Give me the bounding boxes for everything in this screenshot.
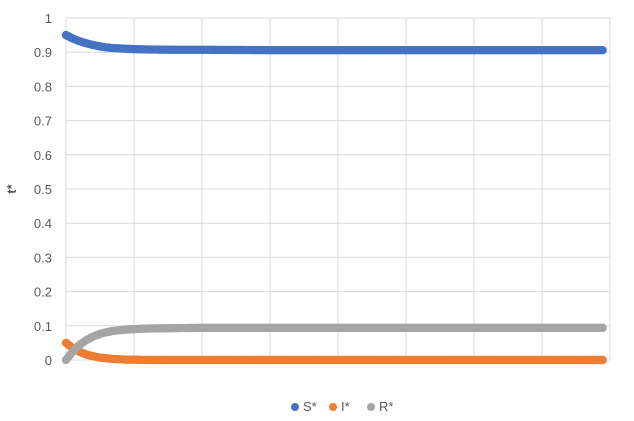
y-tick-label: 0.1: [34, 319, 52, 334]
data-point: [598, 355, 607, 365]
series-s: [61, 30, 607, 55]
legend-item[interactable]: R*: [367, 399, 393, 414]
legend-label: R*: [379, 399, 393, 414]
data-point: [598, 45, 607, 55]
y-tick-label: 0.5: [34, 182, 52, 197]
legend-marker: [329, 403, 337, 411]
y-tick-label: 0.9: [34, 45, 52, 60]
legend-label: S*: [303, 399, 317, 414]
y-tick-label: 0.7: [34, 114, 52, 129]
y-axis-ticks: 0 0.1 0.2 0.3 0.4 0.5 0.6 0.7 0.8 0.9 1: [34, 11, 52, 368]
y-tick-label: 0.4: [34, 216, 52, 231]
legend-marker: [367, 403, 375, 411]
y-tick-label: 0.6: [34, 148, 52, 163]
y-tick-label: 0: [45, 353, 52, 368]
grid-layer: [65, 17, 611, 361]
series-layer: [61, 30, 607, 365]
legend-marker: [291, 403, 299, 411]
legend: S* I* R*: [291, 399, 393, 414]
legend-item[interactable]: I*: [329, 399, 350, 414]
legend-label: I*: [341, 399, 350, 414]
y-tick-label: 0.3: [34, 250, 52, 265]
y-axis-label: t*: [4, 183, 19, 193]
series-r: [61, 323, 607, 365]
data-point: [598, 323, 607, 333]
series-i: [61, 338, 607, 365]
legend-item[interactable]: S*: [291, 399, 317, 414]
y-tick-label: 0.2: [34, 285, 52, 300]
y-tick-label: 0.8: [34, 79, 52, 94]
y-tick-label: 1: [45, 11, 52, 26]
